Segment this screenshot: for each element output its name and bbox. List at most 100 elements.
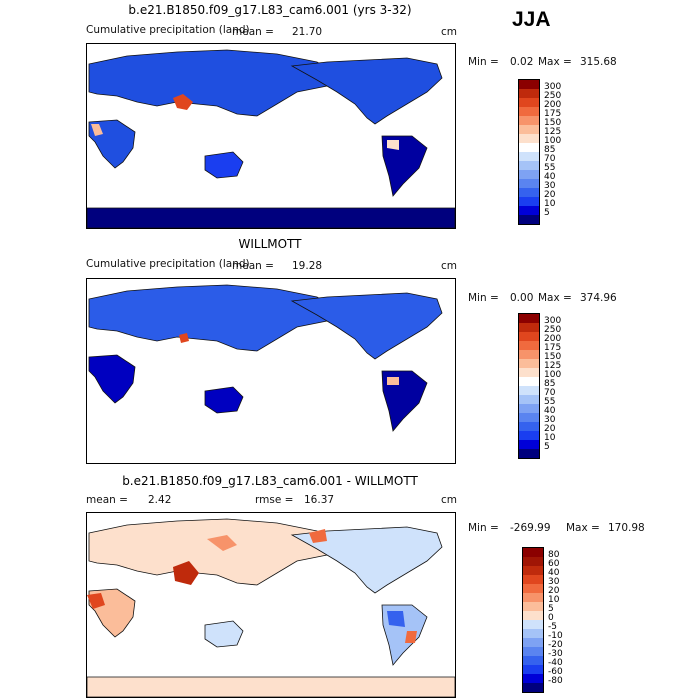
colorbar-tick-label: 70: [544, 388, 556, 398]
panel1-units: cm: [441, 26, 458, 38]
colorbar-tick-label: 5: [544, 442, 550, 452]
colorbar-tick-label: 5: [544, 208, 550, 218]
colorbar-tick-label: 0: [548, 613, 554, 623]
panel3-colorbar: [522, 547, 544, 693]
colorbar-swatch: [523, 638, 543, 647]
colorbar-swatch: [523, 674, 543, 683]
colorbar-swatch: [519, 332, 539, 341]
panel3-max-label: Max =: [566, 522, 600, 534]
colorbar-swatch: [519, 422, 539, 431]
colorbar-tick-label: 40: [548, 568, 560, 578]
panel2-mean-label: mean =: [232, 260, 274, 272]
panel1-max-label: Max =: [538, 56, 572, 68]
colorbar-swatch: [519, 170, 539, 179]
panel3-rmse-value: 16.37: [304, 494, 335, 506]
colorbar-swatch: [519, 188, 539, 197]
panel2-max-value: 374.96: [580, 292, 617, 304]
colorbar-swatch: [519, 89, 539, 98]
colorbar-swatch: [519, 80, 539, 89]
colorbar-tick-label: 30: [548, 577, 560, 587]
colorbar-tick-label: 30: [544, 415, 556, 425]
colorbar-swatch: [519, 215, 539, 224]
colorbar-tick-label: 250: [544, 325, 562, 335]
colorbar-swatch: [523, 665, 543, 674]
colorbar-swatch: [519, 386, 539, 395]
colorbar-tick-label: 100: [544, 370, 562, 380]
panel3-map-svg: [87, 518, 455, 697]
colorbar-swatch: [519, 368, 539, 377]
colorbar-swatch: [519, 440, 539, 449]
panel1-min-value: 0.02: [510, 56, 534, 68]
colorbar-swatch: [523, 647, 543, 656]
colorbar-tick-label: 150: [544, 118, 562, 128]
colorbar-tick-label: 55: [544, 397, 556, 407]
panel1-mean-label: mean =: [232, 26, 274, 38]
panel3-mean-label: mean =: [86, 494, 128, 506]
colorbar-tick-label: 80: [548, 550, 560, 560]
colorbar-tick-label: 10: [544, 433, 556, 443]
colorbar-tick-label: -10: [548, 631, 563, 641]
panel1-map-svg: [87, 49, 455, 228]
colorbar-swatch: [519, 395, 539, 404]
colorbar-swatch: [523, 683, 543, 692]
colorbar-tick-label: -60: [548, 667, 563, 677]
colorbar-tick-label: 10: [544, 199, 556, 209]
panel2-colorbar: [518, 313, 540, 459]
colorbar-swatch: [519, 350, 539, 359]
colorbar-tick-label: 85: [544, 379, 556, 389]
panel2-map-svg: [88, 284, 443, 432]
panel1-max-value: 315.68: [580, 56, 617, 68]
colorbar-swatch: [519, 413, 539, 422]
colorbar-tick-label: 60: [548, 559, 560, 569]
colorbar-swatch: [523, 620, 543, 629]
panel1-min-label: Min =: [468, 56, 499, 68]
colorbar-tick-label: 85: [544, 145, 556, 155]
colorbar-swatch: [523, 584, 543, 593]
colorbar-tick-label: 5: [548, 604, 554, 614]
colorbar-swatch: [519, 323, 539, 332]
colorbar-swatch: [519, 206, 539, 215]
colorbar-tick-label: 250: [544, 91, 562, 101]
colorbar-swatch: [519, 98, 539, 107]
colorbar-swatch: [523, 548, 543, 557]
colorbar-tick-label: -5: [548, 622, 557, 632]
panel2-min-label: Min =: [468, 292, 499, 304]
colorbar-tick-label: 200: [544, 334, 562, 344]
panel1-map: [86, 43, 456, 229]
colorbar-swatch: [519, 125, 539, 134]
colorbar-swatch: [519, 116, 539, 125]
panel3-min-label: Min =: [468, 522, 499, 534]
colorbar-swatch: [519, 341, 539, 350]
panel1-title: b.e21.B1850.f09_g17.L83_cam6.001 (yrs 3-…: [128, 3, 412, 17]
panel3-max-value: 170.98: [608, 522, 645, 534]
colorbar-swatch: [523, 557, 543, 566]
panel2-map: [86, 278, 456, 464]
colorbar-tick-label: -80: [548, 676, 563, 686]
colorbar-swatch: [519, 179, 539, 188]
colorbar-tick-label: 100: [544, 136, 562, 146]
colorbar-swatch: [523, 593, 543, 602]
colorbar-tick-label: 20: [544, 424, 556, 434]
colorbar-swatch: [519, 134, 539, 143]
panel2-title: WILLMOTT: [238, 237, 302, 251]
panel2-min-value: 0.00: [510, 292, 534, 304]
colorbar-swatch: [519, 404, 539, 413]
colorbar-swatch: [523, 629, 543, 638]
panel3-min-value: -269.99: [510, 522, 551, 534]
colorbar-swatch: [519, 161, 539, 170]
colorbar-tick-label: 40: [544, 172, 556, 182]
panel3-rmse-label: rmse =: [255, 494, 294, 506]
panel2-variable: Cumulative precipitation (land): [86, 258, 250, 270]
colorbar-tick-label: 20: [544, 190, 556, 200]
colorbar-swatch: [519, 143, 539, 152]
panel2-max-label: Max =: [538, 292, 572, 304]
colorbar-swatch: [519, 314, 539, 323]
panel3-mean-value: 2.42: [148, 494, 172, 506]
colorbar-swatch: [519, 431, 539, 440]
colorbar-swatch: [519, 359, 539, 368]
panel1-mean-value: 21.70: [292, 26, 323, 38]
colorbar-tick-label: -20: [548, 640, 563, 650]
colorbar-swatch: [523, 575, 543, 584]
panel3-map: [86, 512, 456, 698]
panel1-variable: Cumulative precipitation (land): [86, 24, 250, 36]
